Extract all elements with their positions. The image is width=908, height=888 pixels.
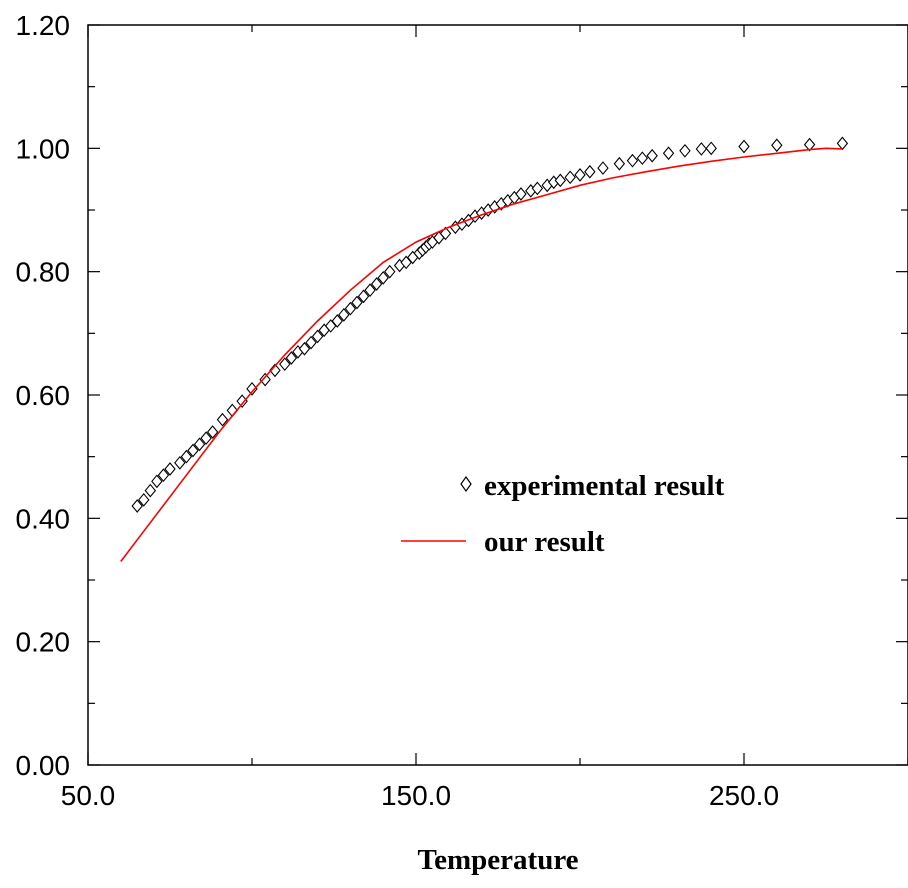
data-point-experimental (554, 173, 567, 188)
legend-marker-experimental (460, 475, 472, 493)
y-tick-label: 0.80 (16, 257, 71, 288)
data-point-experimental (259, 372, 271, 387)
data-point-experimental (738, 139, 750, 154)
y-tick-label: 1.00 (16, 133, 71, 164)
data-point-experimental (351, 295, 363, 310)
data-point-experimental (187, 443, 199, 458)
data-point-experimental (174, 455, 186, 470)
data-point-experimental (344, 301, 357, 316)
data-point-experimental (157, 468, 170, 483)
data-point-experimental (439, 226, 452, 241)
data-point-experimental (226, 403, 239, 418)
data-point-experimental (574, 167, 586, 182)
x-tick-label: 150.0 (381, 780, 451, 811)
data-point-experimental (311, 329, 324, 344)
data-point-experimental (331, 314, 343, 328)
x-tick-label: 50.0 (61, 780, 116, 811)
data-point-experimental (679, 143, 691, 158)
y-tick-label: 0.20 (16, 627, 71, 658)
y-tick-label: 0.40 (16, 503, 71, 534)
data-point-experimental (636, 151, 649, 166)
data-point-experimental (364, 283, 376, 298)
data-point-experimental (384, 264, 396, 279)
y-tick-label: 0.60 (16, 380, 71, 411)
data-point-experimental (705, 141, 717, 156)
data-point-experimental (338, 307, 350, 322)
data-point-experimental (626, 153, 639, 168)
legend-label-experimental: experimental result (484, 470, 725, 502)
data-point-experimental (564, 170, 576, 185)
data-point-experimental (269, 363, 281, 378)
x-axis-title: Temperature (417, 844, 578, 876)
y-tick-label: 0.00 (16, 750, 71, 781)
series-line-our-result (120, 147, 843, 562)
data-point-experimental (646, 148, 658, 163)
data-point-experimental (584, 164, 596, 179)
y-axis: 0.00 0.20 0.40 0.60 0.80 1.00 1.20 (16, 10, 908, 781)
data-point-experimental (515, 187, 527, 201)
data-point-experimental (216, 412, 229, 427)
y-tick-label: 1.20 (16, 10, 71, 41)
data-point-experimental (144, 483, 157, 498)
data-point-experimental (200, 431, 212, 446)
data-point-experimental (597, 161, 609, 175)
legend-label-our-result: our result (484, 526, 605, 558)
data-point-experimental (285, 351, 298, 365)
data-point-experimental (370, 277, 383, 291)
data-point-experimental (377, 270, 389, 285)
data-point-experimental (613, 156, 626, 171)
plot-frame (87, 24, 908, 766)
data-point-experimental (771, 138, 783, 153)
data-point-experimental (138, 492, 150, 507)
data-point-experimental (695, 142, 708, 156)
legend: experimental result our result (401, 470, 725, 558)
x-tick-label: 250.0 (709, 780, 779, 811)
x-axis: 50.0 150.0 250.0 (61, 25, 908, 811)
plot-area (120, 136, 849, 562)
data-point-experimental (298, 341, 311, 356)
data-point-experimental (206, 425, 219, 439)
data-point-experimental (305, 335, 317, 350)
data-point-experimental (193, 437, 206, 452)
data-point-experimental (279, 357, 291, 372)
data-point-experimental (180, 449, 193, 464)
data-point-experimental (662, 146, 675, 161)
data-point-experimental (836, 136, 849, 151)
data-point-experimental (357, 289, 370, 304)
data-point-experimental (803, 137, 816, 152)
data-point-experimental (164, 462, 176, 476)
data-point-experimental (131, 499, 143, 513)
data-point-experimental (151, 474, 163, 489)
data-point-experimental (236, 394, 248, 409)
data-point-experimental (531, 181, 544, 196)
data-point-experimental (246, 381, 258, 396)
